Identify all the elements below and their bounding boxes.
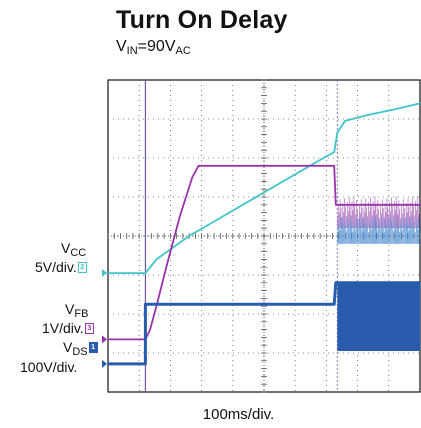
vds-label-main: V (63, 339, 73, 355)
vfb-scale-text: 1V/div. (42, 320, 84, 336)
vds-label: VDS 1 (63, 340, 98, 359)
vcc-label: VCC (61, 241, 86, 260)
ch2-marker: 2 (77, 262, 87, 273)
subtitle-mid: =90V (137, 38, 176, 55)
vds-label-sub: DS (72, 346, 88, 358)
channel-level-marker (102, 335, 107, 344)
subtitle-sub1: IN (126, 45, 138, 57)
chart-subtitle: VIN=90VAC (116, 38, 191, 57)
vfb-label-main: V (65, 301, 75, 317)
vfb-scale: 1V/div. 3 (42, 321, 94, 335)
vds-scale: 100V/div. (20, 359, 78, 375)
ch3-marker: 3 (84, 323, 94, 334)
trace-fb (108, 164, 420, 341)
vfb-label: VFB (65, 302, 88, 321)
vds-switching-band (337, 282, 420, 352)
vcc-scale: 5V/div. 2 (35, 260, 87, 274)
vcc-label-main: V (61, 240, 71, 256)
chart-title: Turn On Delay (116, 6, 288, 34)
vfb-label-sub: FB (74, 308, 89, 320)
subtitle-sub2: AC (175, 45, 191, 57)
vcc-scale-text: 5V/div. (35, 259, 77, 275)
channel-level-marker (102, 269, 107, 278)
subtitle-base: V (116, 38, 127, 55)
trace-ds (108, 281, 420, 366)
trace-cc (108, 102, 421, 275)
x-axis-label: 100ms/div. (202, 406, 275, 423)
vcc-label-sub: CC (70, 247, 87, 259)
channel-level-marker (102, 359, 107, 368)
ch1-marker: 1 (88, 342, 98, 353)
